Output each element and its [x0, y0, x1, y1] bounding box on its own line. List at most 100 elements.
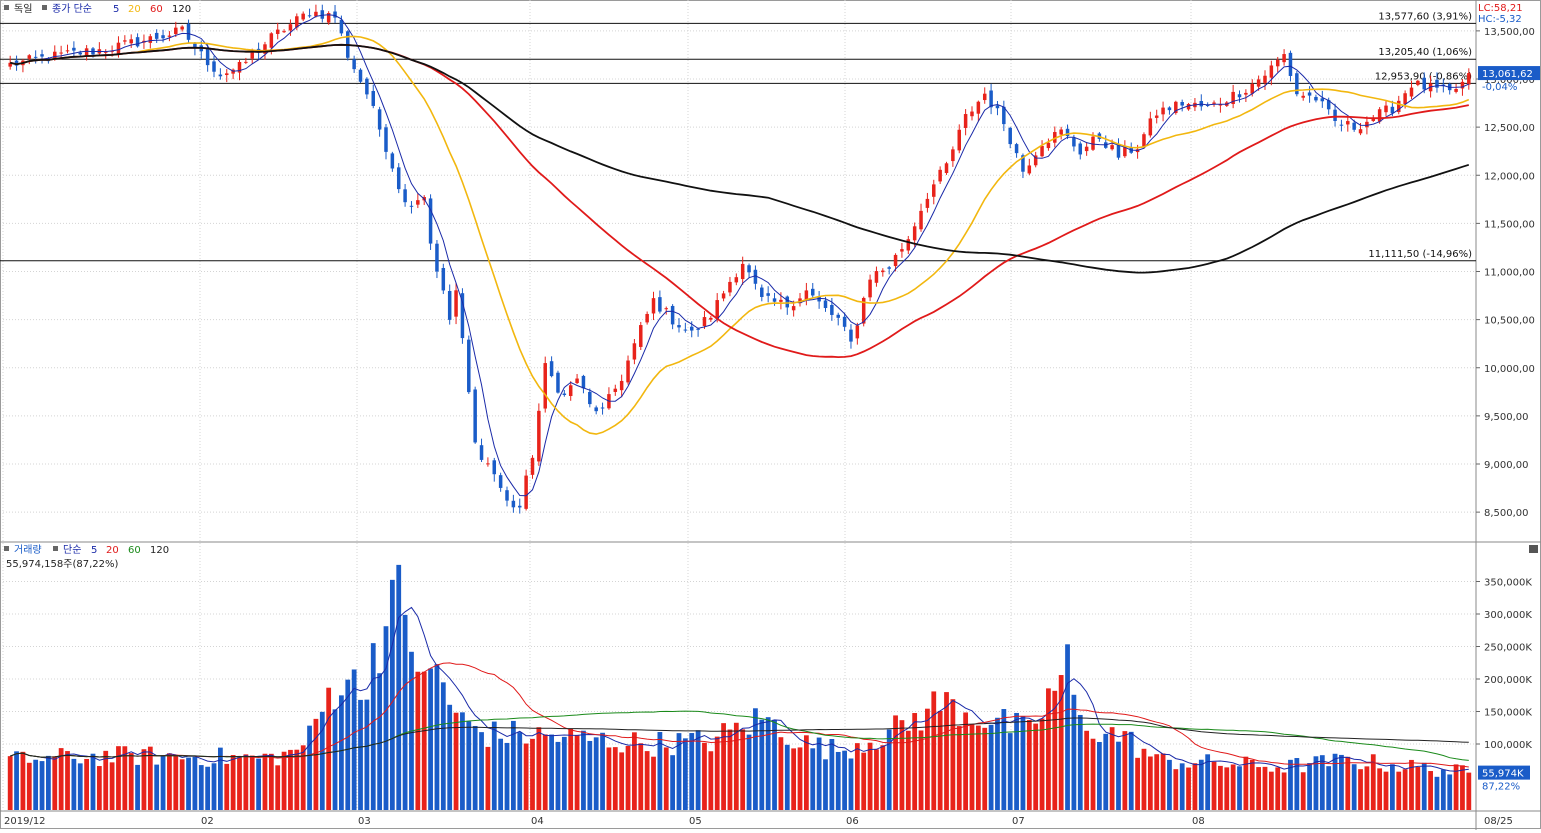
candle-body: [1148, 118, 1153, 136]
volume-bar: [313, 718, 319, 810]
volume-bar: [765, 717, 771, 810]
candle-body: [932, 184, 936, 197]
candle-body: [396, 167, 401, 190]
volume-bar: [1001, 709, 1007, 810]
volume-bar: [7, 756, 13, 810]
volume-bar: [1345, 756, 1351, 810]
candle-body: [148, 36, 153, 43]
volume-bar: [956, 726, 962, 810]
candle-body: [244, 61, 248, 63]
panel-collapse-button[interactable]: [1529, 545, 1538, 553]
candle-body: [836, 314, 840, 318]
candle-body: [581, 375, 586, 389]
volume-bar: [829, 739, 835, 810]
volume-bar: [1058, 675, 1064, 810]
candle-body: [409, 205, 414, 207]
volume-bar: [96, 766, 102, 810]
volume-bar: [1218, 765, 1223, 810]
candle-body: [103, 51, 108, 53]
candle-body: [129, 39, 133, 44]
volume-bar: [396, 564, 402, 810]
candle-body: [549, 361, 554, 377]
volume-bar: [905, 730, 911, 810]
volume-tick-label: 350,000K: [1484, 578, 1532, 589]
volume-bar: [1077, 714, 1083, 810]
volume-bar: [1147, 756, 1153, 810]
volume-ma-120-line: [10, 717, 1469, 758]
volume-bar: [1447, 774, 1453, 810]
candle-body: [645, 313, 649, 323]
candle-body: [721, 293, 726, 299]
candle-body: [1288, 52, 1293, 76]
volume-bar: [256, 758, 261, 810]
candle-body: [740, 263, 745, 280]
candle-body: [1218, 104, 1223, 106]
volume-bar: [988, 724, 994, 810]
candle-body: [1231, 91, 1235, 105]
candle-body: [709, 317, 713, 320]
volume-bar: [753, 708, 758, 810]
reference-line-label: 11,111,50 (-14,96%): [1368, 249, 1472, 260]
candle-body: [613, 388, 618, 392]
volume-bar: [721, 723, 726, 810]
candle-body: [810, 288, 815, 296]
price-ma-20-line: [10, 35, 1470, 435]
volume-bar: [676, 733, 682, 810]
candle-body: [1377, 109, 1382, 122]
candle-body: [1435, 79, 1439, 88]
volume-tick-label: 200,000K: [1484, 675, 1532, 686]
candle-body: [766, 293, 770, 296]
candle-body: [1301, 95, 1305, 98]
candle-body: [753, 269, 758, 284]
volume-bar: [1173, 769, 1179, 810]
volume-bar: [402, 614, 408, 810]
volume-bar: [460, 712, 465, 810]
candle-body: [861, 297, 866, 324]
volume-bar: [1160, 753, 1166, 810]
volume-bar: [52, 756, 58, 810]
volume-legend-period: 20: [106, 545, 119, 556]
candle-body: [1454, 89, 1458, 92]
volume-bar: [447, 704, 453, 810]
candle-body: [982, 93, 987, 101]
candle-body: [1422, 77, 1426, 90]
candle-body: [435, 243, 439, 272]
candle-body: [250, 52, 254, 59]
volume-bar: [1256, 767, 1262, 810]
volume-bar: [179, 759, 185, 810]
candle-body: [989, 90, 993, 108]
volume-bar: [90, 753, 96, 810]
volume-bar: [1358, 769, 1363, 810]
volume-legend-marker: [53, 546, 58, 551]
candle-body: [1078, 143, 1083, 155]
candle-body: [492, 460, 497, 475]
volume-bar: [625, 745, 631, 810]
candle-body: [1123, 147, 1127, 157]
candle-body: [772, 298, 777, 302]
volume-bar: [1033, 723, 1039, 810]
volume-bar: [217, 747, 223, 810]
candle-body: [65, 50, 70, 52]
candle-body: [830, 304, 834, 315]
candle-body: [1275, 59, 1280, 67]
candle-body: [1352, 122, 1356, 130]
candle-body: [1053, 132, 1057, 143]
volume-bar: [1453, 764, 1459, 810]
candle-body: [186, 23, 191, 40]
volume-bar: [1211, 761, 1217, 810]
volume-bar: [523, 743, 529, 810]
volume-bar: [1409, 759, 1414, 810]
x-tick-label: 05: [689, 816, 702, 827]
volume-bar: [791, 748, 797, 810]
volume-bar: [307, 725, 312, 810]
candle-body: [900, 249, 904, 252]
volume-tick-label: 150,000K: [1484, 708, 1532, 719]
price-legend-period: 5: [113, 4, 119, 15]
price-tick-label: 13,000,00: [1484, 75, 1535, 86]
candle-body: [339, 19, 344, 34]
candle-body: [817, 296, 821, 302]
volume-bar: [695, 730, 701, 810]
volume-bar: [975, 725, 981, 810]
candle-body: [1295, 73, 1299, 95]
